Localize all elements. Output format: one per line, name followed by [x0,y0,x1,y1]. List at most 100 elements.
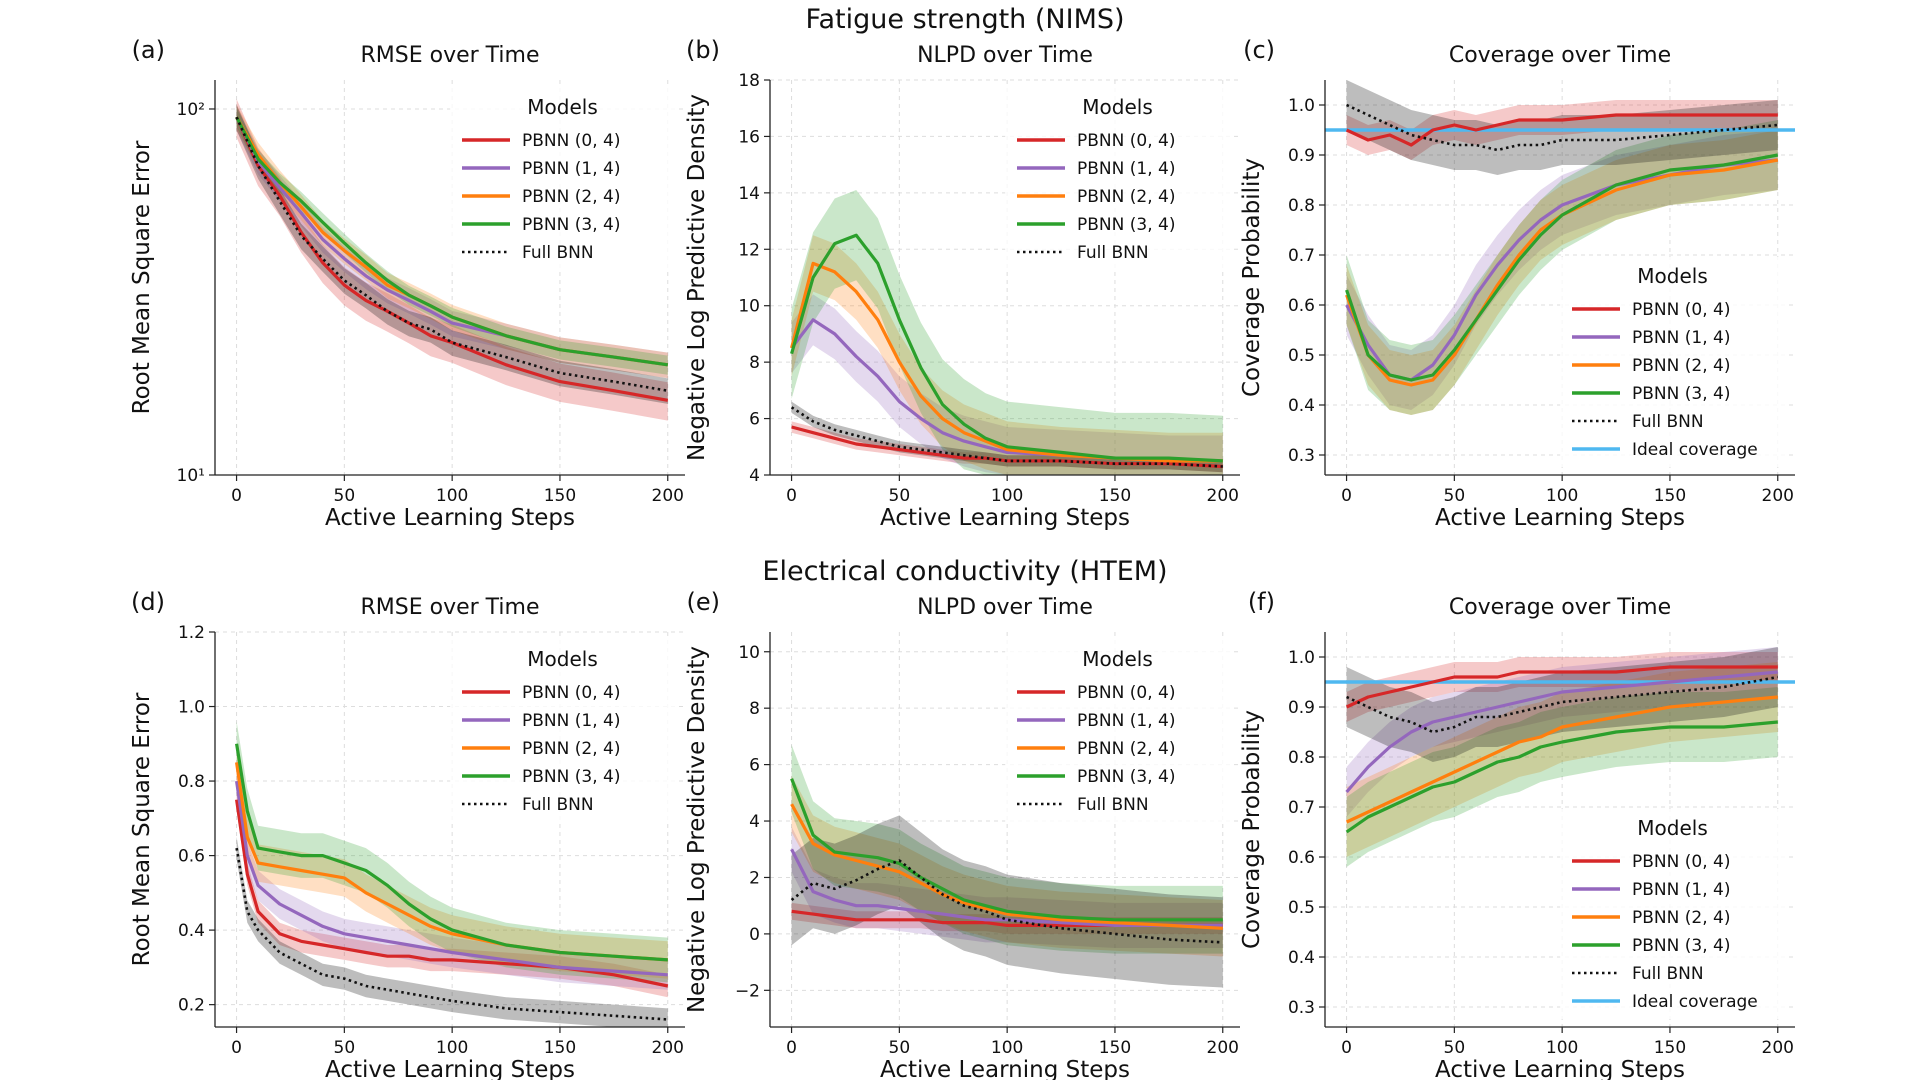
y-tick-label: 0.3 [1288,446,1315,466]
line-full [790,406,1223,468]
legend-label: Full BNN [1632,412,1704,432]
x-tick-label: 0 [231,486,242,506]
y-tick-label: 4 [749,812,760,832]
y-tick-label: 14 [738,184,760,204]
band-pbnn34 [791,744,1223,954]
y-tick-label: 0.5 [1288,346,1315,366]
row-title-top: Fatigue strength (NIMS) [805,4,1124,35]
x-tick-label: 0 [786,1038,797,1058]
legend-label: PBNN (1, 4) [1632,328,1730,348]
band-full [1346,647,1778,762]
x-tick-label: 150 [544,486,576,506]
band-pbnn34 [791,190,1223,475]
y-tick-label: 2 [749,868,760,888]
legend-label: PBNN (3, 4) [1077,767,1175,787]
panel-label: (d) [131,588,165,616]
legend-label: PBNN (3, 4) [1632,936,1730,956]
band-pbnn24 [791,775,1223,957]
legend-label: PBNN (3, 4) [522,767,620,787]
y-tick-label: 6 [749,410,760,430]
y-tick-label: −2 [735,981,760,1001]
panel-title: RMSE over Time [360,43,539,68]
x-tick-label: 100 [991,1038,1023,1058]
y-tick-label: 0.7 [1288,798,1315,818]
panel-d: 0 50 100 150 200 0.2 0.4 0.6 0.8 1.0 1.2 RMSE over … [129,588,685,1080]
legend-label: PBNN (2, 4) [1632,908,1730,928]
y-tick-label: 0.4 [1288,948,1315,968]
y-tick-label: 0.4 [1288,396,1315,416]
x-axis-label: Active Learning Steps [880,1057,1130,1080]
line-full [235,116,669,392]
band-pbnn24 [1346,130,1778,415]
legend-label: PBNN (1, 4) [1077,711,1175,731]
y-tick-label: 18 [738,71,760,91]
y-axis-label: Negative Log Predictive Density [684,94,710,461]
panel-c: 0 50 100 150 200 0.3 0.4 0.5 0.6 0.7 0.8 0.9 1.0 Cove… [1239,36,1795,531]
line-pbnn34 [790,778,1223,922]
legend-label: PBNN (2, 4) [1077,739,1175,759]
y-axis-label: Negative Log Predictive Density [684,646,710,1013]
y-tick-label: 0.8 [1288,748,1315,768]
legend: Models PBNN (0, 4) PBNN (1, 4) PBNN (2, 4) P… [450,640,675,822]
x-tick-label: 50 [889,486,911,506]
band-pbnn14 [791,294,1223,475]
band-pbnn04 [236,788,668,998]
panel-e: 0 50 100 150 200 −2 0 2 4 6 8 10 NLPD over Time (e) Ac… [684,588,1240,1080]
line-pbnn34 [235,116,669,367]
x-axis-label: Active Learning Steps [325,1057,575,1080]
x-tick-label: 150 [544,1038,576,1058]
legend-label: PBNN (2, 4) [1077,187,1175,207]
line-full [1346,103,1778,152]
line-full [1346,675,1779,734]
legend-label: PBNN (3, 4) [1077,215,1175,235]
y-tick-label: 0.9 [1288,146,1315,166]
y-tick-label: 0.7 [1288,246,1315,266]
legend-label: PBNN (1, 4) [1632,880,1730,900]
x-tick-label: 200 [652,1038,684,1058]
legend-title: Models [527,647,597,671]
x-tick-label: 50 [1444,486,1466,506]
y-tick-label: 1.0 [1288,96,1315,116]
x-axis-label: Active Learning Steps [1435,1057,1685,1080]
y-tick-label: 10¹ [177,466,205,486]
y-tick-label: 0.2 [178,996,205,1016]
legend-title: Models [1637,264,1707,288]
y-tick-label: 10² [177,100,205,120]
legend-box [1560,257,1785,467]
y-axis-label: Coverage Probability [1239,710,1265,949]
band-pbnn14 [1346,647,1778,817]
x-tick-label: 100 [1546,486,1578,506]
line-pbnn14 [235,780,668,977]
panel-title: NLPD over Time [917,43,1093,68]
legend-label: PBNN (0, 4) [522,683,620,703]
legend: Models PBNN (0, 4) PBNN (1, 4) PBNN (2, 4) P… [1560,809,1785,1019]
legend-box [450,88,675,270]
legend-label: Ideal coverage [1632,440,1758,460]
band-pbnn34 [1346,687,1778,867]
legend-label: Full BNN [522,795,594,815]
x-tick-label: 100 [436,1038,468,1058]
line-pbnn04 [235,116,669,402]
line-pbnn14 [790,848,1223,928]
y-tick-label: 1.0 [178,698,205,718]
y-tick-label: 1.2 [178,623,205,643]
x-axis-label: Active Learning Steps [325,505,575,531]
x-tick-label: 0 [1341,486,1352,506]
legend-label: PBNN (0, 4) [1632,300,1730,320]
panel-b: 0 50 100 150 200 4 6 8 10 12 14 16 18 NLPD over Time (… [684,36,1240,531]
x-tick-label: 150 [1099,1038,1131,1058]
y-tick-label: 6 [749,756,760,776]
line-pbnn14 [1345,670,1778,794]
legend-box [1005,640,1230,822]
line-pbnn34 [1345,720,1778,834]
legend-label: PBNN (0, 4) [1632,852,1730,872]
legend-title: Models [527,95,597,119]
line-pbnn04 [1345,113,1778,147]
legend: Models PBNN (0, 4) PBNN (1, 4) PBNN (2, 4) P… [450,88,675,270]
line-pbnn24 [1345,695,1778,824]
panel-a: 0 50 100 150 200 10¹ 10² RMSE over Time (a) Activ… [129,36,685,531]
legend-label: PBNN (0, 4) [1077,131,1175,151]
x-tick-label: 50 [889,1038,911,1058]
legend-label: PBNN (1, 4) [522,711,620,731]
x-tick-label: 150 [1654,1038,1686,1058]
